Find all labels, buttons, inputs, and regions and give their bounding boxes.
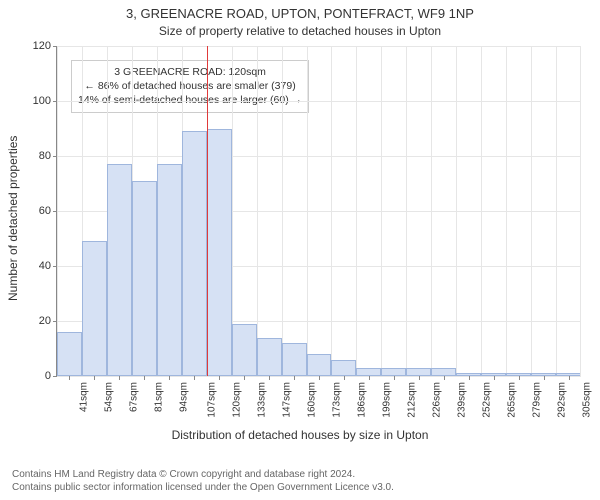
x-axis-label: Distribution of detached houses by size … bbox=[0, 428, 600, 442]
xtick-mark bbox=[344, 376, 345, 380]
xtick-mark bbox=[569, 376, 570, 380]
ytick-label: 20 bbox=[39, 315, 51, 327]
gridline-v bbox=[531, 46, 532, 376]
xtick-mark bbox=[69, 376, 70, 380]
gridline-v bbox=[381, 46, 382, 376]
plot-area: 3 GREENACRE ROAD: 120sqm ← 86% of detach… bbox=[56, 46, 581, 377]
histogram-bar bbox=[107, 164, 132, 376]
xtick-label: 279sqm bbox=[531, 382, 542, 418]
xtick-label: 252sqm bbox=[481, 382, 492, 418]
footer-line-1: Contains HM Land Registry data © Crown c… bbox=[12, 468, 394, 481]
gridline-v bbox=[282, 46, 283, 376]
histogram-bar bbox=[182, 131, 207, 376]
gridline-h bbox=[57, 101, 581, 102]
xtick-mark bbox=[219, 376, 220, 380]
histogram-bar bbox=[356, 368, 381, 376]
footer-attribution: Contains HM Land Registry data © Crown c… bbox=[12, 468, 394, 494]
gridline-v bbox=[257, 46, 258, 376]
xtick-label: 67sqm bbox=[129, 382, 140, 412]
xtick-mark bbox=[369, 376, 370, 380]
xtick-label: 81sqm bbox=[154, 382, 165, 412]
gridline-v bbox=[57, 46, 58, 376]
chart-container: 3, GREENACRE ROAD, UPTON, PONTEFRACT, WF… bbox=[0, 0, 600, 500]
ytick-mark bbox=[53, 376, 57, 377]
xtick-label: 239sqm bbox=[456, 382, 467, 418]
histogram-bar bbox=[207, 129, 232, 377]
xtick-label: 292sqm bbox=[556, 382, 567, 418]
histogram-bar bbox=[381, 368, 406, 376]
histogram-bar bbox=[331, 360, 356, 377]
gridline-v bbox=[356, 46, 357, 376]
ytick-label: 80 bbox=[39, 150, 51, 162]
xtick-label: 54sqm bbox=[104, 382, 115, 412]
histogram-bar bbox=[406, 368, 431, 376]
gridline-v bbox=[506, 46, 507, 376]
histogram-bar bbox=[82, 241, 107, 376]
xtick-label: 305sqm bbox=[581, 382, 592, 418]
marker-line bbox=[207, 46, 208, 376]
xtick-label: 147sqm bbox=[281, 382, 292, 418]
xtick-label: 160sqm bbox=[306, 382, 317, 418]
ytick-label: 40 bbox=[39, 260, 51, 272]
y-axis-label: Number of detached properties bbox=[6, 136, 20, 301]
xtick-label: 212sqm bbox=[406, 382, 417, 418]
xtick-label: 41sqm bbox=[79, 382, 90, 412]
histogram-bar bbox=[282, 343, 307, 376]
gridline-h bbox=[57, 156, 581, 157]
xtick-mark bbox=[144, 376, 145, 380]
histogram-bar bbox=[232, 324, 257, 376]
ytick-label: 120 bbox=[33, 40, 51, 52]
gridline-v bbox=[580, 46, 581, 376]
gridline-v bbox=[431, 46, 432, 376]
xtick-label: 226sqm bbox=[431, 382, 442, 418]
xtick-mark bbox=[169, 376, 170, 380]
ytick-label: 60 bbox=[39, 205, 51, 217]
gridline-v bbox=[556, 46, 557, 376]
histogram-bar bbox=[307, 354, 332, 376]
xtick-mark bbox=[469, 376, 470, 380]
xtick-mark bbox=[119, 376, 120, 380]
histogram-bar bbox=[57, 332, 82, 376]
ytick-label: 100 bbox=[33, 95, 51, 107]
xtick-label: 173sqm bbox=[331, 382, 342, 418]
xtick-label: 199sqm bbox=[381, 382, 392, 418]
annotation-line-1: 3 GREENACRE ROAD: 120sqm bbox=[78, 65, 302, 79]
xtick-mark bbox=[444, 376, 445, 380]
xtick-mark bbox=[294, 376, 295, 380]
gridline-v bbox=[307, 46, 308, 376]
histogram-bar bbox=[431, 368, 456, 376]
xtick-mark bbox=[269, 376, 270, 380]
footer-line-2: Contains public sector information licen… bbox=[12, 481, 394, 494]
annotation-line-2: ← 86% of detached houses are smaller (37… bbox=[78, 79, 302, 93]
xtick-mark bbox=[394, 376, 395, 380]
histogram-bar bbox=[157, 164, 182, 376]
xtick-mark bbox=[194, 376, 195, 380]
xtick-mark bbox=[494, 376, 495, 380]
gridline-v bbox=[456, 46, 457, 376]
gridline-v bbox=[406, 46, 407, 376]
xtick-mark bbox=[244, 376, 245, 380]
xtick-label: 186sqm bbox=[356, 382, 367, 418]
xtick-label: 107sqm bbox=[207, 382, 218, 418]
xtick-mark bbox=[519, 376, 520, 380]
chart-title: 3, GREENACRE ROAD, UPTON, PONTEFRACT, WF… bbox=[0, 6, 600, 21]
histogram-bar bbox=[257, 338, 282, 377]
gridline-v bbox=[481, 46, 482, 376]
xtick-label: 120sqm bbox=[231, 382, 242, 418]
xtick-label: 94sqm bbox=[179, 382, 190, 412]
histogram-bar bbox=[132, 181, 157, 376]
xtick-mark bbox=[419, 376, 420, 380]
xtick-mark bbox=[94, 376, 95, 380]
gridline-v bbox=[331, 46, 332, 376]
xtick-mark bbox=[319, 376, 320, 380]
gridline-h bbox=[57, 46, 581, 47]
ytick-label: 0 bbox=[45, 370, 51, 382]
chart-subtitle: Size of property relative to detached ho… bbox=[0, 24, 600, 38]
xtick-label: 265sqm bbox=[506, 382, 517, 418]
xtick-mark bbox=[544, 376, 545, 380]
xtick-label: 133sqm bbox=[256, 382, 267, 418]
